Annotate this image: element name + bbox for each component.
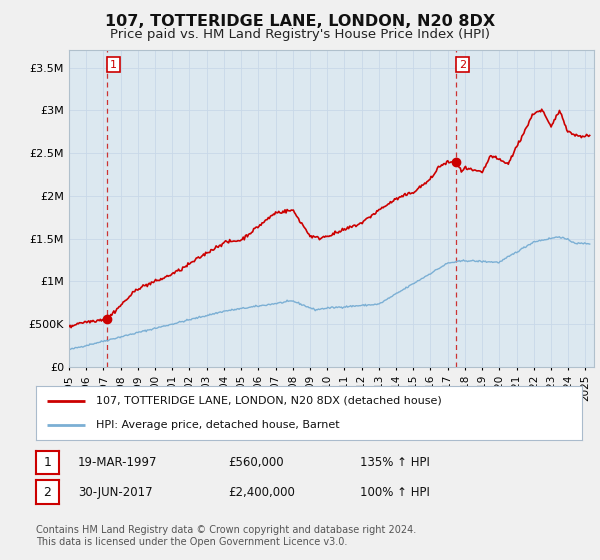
Text: 1: 1 — [43, 456, 52, 469]
Text: 107, TOTTERIDGE LANE, LONDON, N20 8DX (detached house): 107, TOTTERIDGE LANE, LONDON, N20 8DX (d… — [96, 396, 442, 406]
Text: 1: 1 — [110, 59, 117, 69]
Text: 2: 2 — [459, 59, 466, 69]
Text: Contains HM Land Registry data © Crown copyright and database right 2024.
This d: Contains HM Land Registry data © Crown c… — [36, 525, 416, 547]
Text: 30-JUN-2017: 30-JUN-2017 — [78, 486, 152, 499]
Text: £560,000: £560,000 — [228, 456, 284, 469]
Text: 19-MAR-1997: 19-MAR-1997 — [78, 456, 157, 469]
Text: 2: 2 — [43, 486, 52, 499]
Text: £2,400,000: £2,400,000 — [228, 486, 295, 499]
Text: Price paid vs. HM Land Registry's House Price Index (HPI): Price paid vs. HM Land Registry's House … — [110, 28, 490, 41]
Text: 107, TOTTERIDGE LANE, LONDON, N20 8DX: 107, TOTTERIDGE LANE, LONDON, N20 8DX — [105, 14, 495, 29]
Text: 100% ↑ HPI: 100% ↑ HPI — [360, 486, 430, 499]
Text: 135% ↑ HPI: 135% ↑ HPI — [360, 456, 430, 469]
Text: HPI: Average price, detached house, Barnet: HPI: Average price, detached house, Barn… — [96, 420, 340, 430]
